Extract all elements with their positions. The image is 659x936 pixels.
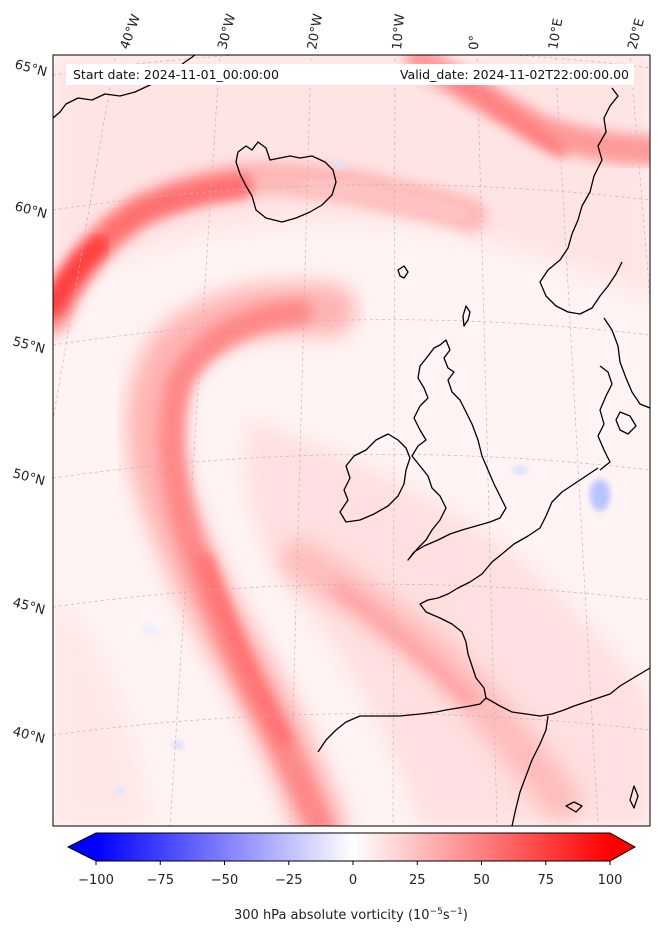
colorbar-tick-label: 75	[537, 873, 554, 888]
denmark-coast	[597, 365, 613, 471]
continental-coast	[317, 467, 599, 753]
header-strip	[66, 64, 634, 85]
lon-label-10e: 10°E	[546, 17, 566, 50]
norway-coast	[539, 87, 623, 315]
iberia-east-coast	[511, 715, 549, 826]
iceland-coast	[235, 141, 337, 223]
colorbar-tick-label: −75	[147, 873, 174, 888]
colorbar-tick-label: −50	[211, 873, 238, 888]
lon-label-20e: 20°E	[625, 17, 648, 51]
longitude-labels: 40°W 30°W 20°W 10°W 0° 10°E 20°E	[118, 12, 648, 51]
colorbar-ticks: −100 −75 −50 −25 0 25 50 75 100	[78, 861, 622, 888]
coastlines	[53, 55, 650, 826]
shetland-coast	[462, 305, 471, 327]
lon-label-20w: 20°W	[305, 13, 326, 51]
colorbar-label: 300 hPa absolute vorticity (10−5s−1)	[234, 907, 468, 923]
map-frame	[52, 54, 651, 827]
faroe-coast	[397, 265, 409, 279]
lat-label-50n: 50°N	[11, 466, 47, 489]
latitude-labels: 65°N 60°N 55°N 50°N 45°N 40°N	[11, 57, 49, 747]
lat-label-40n: 40°N	[11, 724, 47, 747]
colorbar-gradient	[96, 833, 610, 861]
great-britain-coast	[407, 339, 507, 561]
colorbar-tick-label: 100	[598, 873, 623, 888]
lat-label-55n: 55°N	[11, 334, 47, 357]
zealand-coast	[615, 411, 637, 435]
colorbar-max-extend	[610, 833, 635, 861]
vorticity-field	[53, 55, 650, 826]
colorbar-tick-label: −100	[78, 873, 114, 888]
corsica-coast	[629, 785, 639, 809]
lat-label-45n: 45°N	[11, 595, 47, 618]
ireland-coast	[339, 433, 411, 523]
lon-label-10w: 10°W	[390, 13, 408, 50]
sweden-coast	[603, 317, 650, 409]
graticule-lines	[53, 55, 650, 826]
colorbar-tick-label: 0	[349, 873, 357, 888]
map-panel	[53, 55, 650, 826]
lat-label-60n: 60°N	[13, 199, 49, 222]
colorbar-min-extend	[68, 833, 96, 861]
valid-date-label: Valid_date: 2024-11-02T22:00:00.00	[400, 67, 629, 82]
lat-label-65n: 65°N	[13, 57, 49, 80]
lon-label-30w: 30°W	[215, 12, 239, 51]
colorbar-tick-label: 50	[473, 873, 490, 888]
balearic-coast	[565, 801, 583, 813]
iberia-north-coast	[485, 667, 650, 717]
colorbar-tick-label: −25	[275, 873, 302, 888]
lon-label-0: 0°	[467, 35, 483, 50]
colorbar: −100 −75 −50 −25 0 25 50 75 100 300 hPa absolute…	[66, 832, 637, 923]
colorbar-tick-label: 25	[409, 873, 426, 888]
lon-label-40w: 40°W	[118, 12, 144, 51]
start-date-label: Start date: 2024-11-01_00:00:00	[73, 67, 279, 82]
